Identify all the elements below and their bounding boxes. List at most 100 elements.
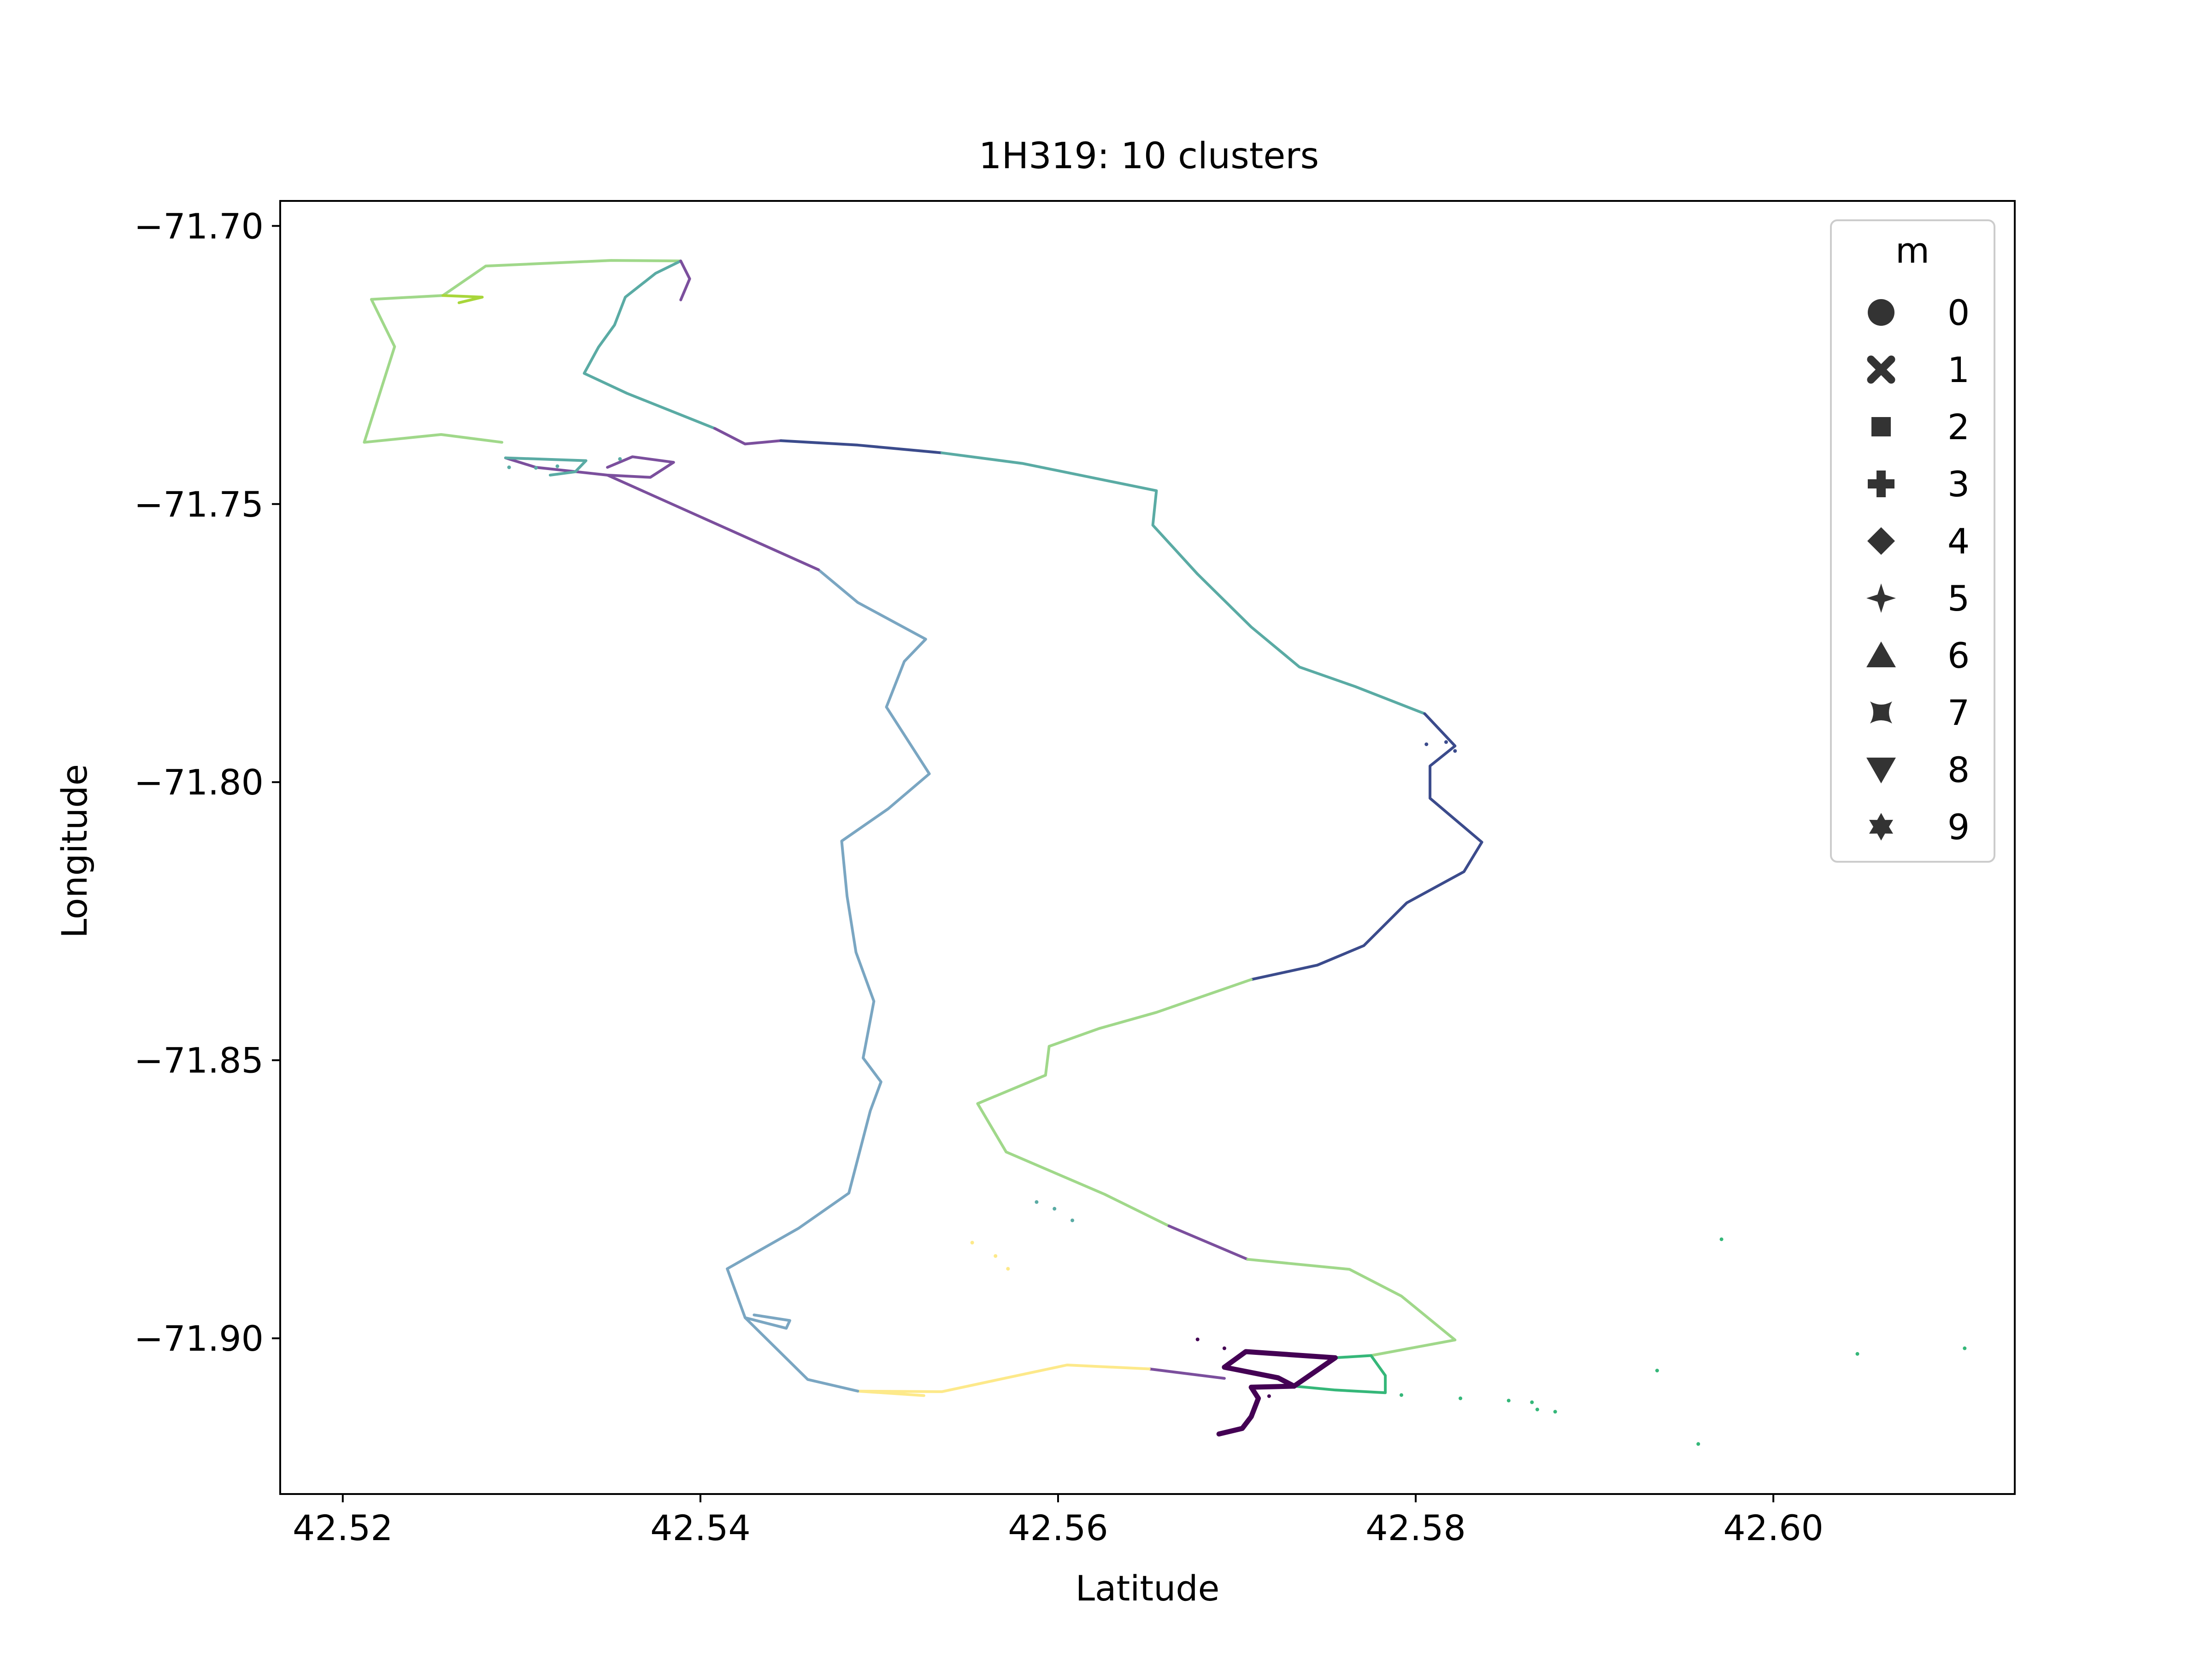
- legend-entry: 7: [1870, 692, 1970, 733]
- legend-title: m: [1895, 230, 1930, 271]
- data-point: [1535, 1407, 1539, 1412]
- data-point: [1719, 1237, 1724, 1241]
- data-point: [1696, 1442, 1700, 1446]
- data-point: [507, 465, 511, 470]
- data-point: [534, 466, 538, 470]
- x-cross-marker-icon: [1867, 355, 1895, 384]
- legend-entry: 1: [1867, 349, 1970, 390]
- six-point-star-marker-icon: [1869, 813, 1893, 841]
- legend-entry: 8: [1866, 749, 1970, 790]
- data-point: [1195, 1337, 1200, 1341]
- series-path: [1222, 1365, 1297, 1389]
- y-axis-ticks: −71.70 −71.75 −71.80 −71.85 −71.90: [134, 206, 280, 1359]
- legend-entry: 4: [1867, 521, 1970, 562]
- legend-entry-label: 9: [1947, 806, 1970, 847]
- plus-marker-icon: [1868, 471, 1894, 497]
- x-tick-label: 42.56: [1008, 1507, 1108, 1548]
- data-point: [1071, 1218, 1074, 1223]
- data-point: [1459, 1396, 1463, 1400]
- series-path: [1246, 1258, 1457, 1357]
- data-point: [1453, 749, 1457, 753]
- data-point: [1400, 1393, 1403, 1397]
- legend-entry: 0: [1868, 292, 1970, 333]
- series-path: [976, 978, 1253, 1228]
- data-point: [970, 1241, 974, 1245]
- data-point: [1855, 1352, 1859, 1356]
- legend-entry-label: 3: [1947, 464, 1970, 505]
- data-point: [1267, 1394, 1271, 1398]
- data-point: [1424, 742, 1429, 747]
- legend-entry: 2: [1871, 406, 1970, 447]
- data-point: [1444, 740, 1448, 744]
- y-tick-label: −71.75: [134, 484, 264, 525]
- series-path: [726, 568, 931, 1393]
- x-axis-label: Latitude: [1076, 1568, 1220, 1609]
- series-path: [1250, 712, 1483, 981]
- data-point: [1506, 1399, 1511, 1403]
- data-point: [1655, 1369, 1659, 1373]
- legend-entry-label: 2: [1947, 406, 1970, 447]
- legend-entry-label: 1: [1947, 349, 1970, 390]
- series-path: [679, 259, 691, 301]
- data-point: [994, 1254, 998, 1258]
- chart-title: 1H319: 10 clusters: [979, 135, 1319, 177]
- legend-entry: 9: [1869, 806, 1970, 847]
- data-point: [1035, 1200, 1039, 1204]
- y-tick-label: −71.70: [134, 206, 264, 247]
- triangle-down-marker-icon: [1866, 758, 1896, 783]
- legend-box: [1830, 219, 1995, 863]
- series-path: [1147, 1367, 1226, 1380]
- legend-entry-label: 6: [1947, 635, 1970, 676]
- diamond-marker-icon: [1867, 527, 1895, 555]
- y-tick-label: −71.80: [134, 762, 264, 803]
- triangle-up-marker-icon: [1866, 641, 1896, 667]
- series-path: [582, 259, 716, 430]
- y-tick-label: −71.90: [134, 1318, 264, 1359]
- x-tick-label: 42.54: [650, 1507, 751, 1548]
- series-path: [743, 1313, 791, 1330]
- legend-entry: 6: [1866, 635, 1970, 676]
- data-point: [1053, 1206, 1057, 1211]
- plot-frame: [279, 200, 2016, 1495]
- data-point: [1222, 1346, 1226, 1350]
- legend: m 0 1 2 3 4 5 6 7 8 9: [1830, 219, 1995, 863]
- legend-entry-label: 0: [1947, 292, 1970, 333]
- x-tick-label: 42.58: [1365, 1507, 1466, 1548]
- legend-entries: 0 1 2 3 4 5 6 7 8 9: [1866, 292, 1970, 847]
- data-point: [1530, 1400, 1534, 1404]
- data-point: [1006, 1267, 1010, 1271]
- series-path: [606, 455, 675, 479]
- points-layer: [507, 457, 1967, 1446]
- series-path: [940, 451, 1426, 715]
- series-path: [1216, 1349, 1338, 1437]
- x-axis-ticks: 42.52 42.54 42.56 42.58 42.60: [293, 1494, 1824, 1548]
- circle-marker-icon: [1868, 299, 1894, 326]
- y-axis-label: Longitude: [54, 764, 95, 938]
- series-path: [779, 439, 943, 454]
- series-path: [441, 294, 484, 304]
- data-point: [555, 464, 559, 468]
- x-tick-label: 42.52: [293, 1507, 393, 1548]
- series-path: [1167, 1224, 1249, 1261]
- legend-entry-label: 5: [1947, 578, 1970, 619]
- series-path: [363, 259, 682, 444]
- series-path: [1293, 1354, 1387, 1394]
- legend-entry: 5: [1866, 578, 1970, 619]
- data-point: [1963, 1346, 1967, 1350]
- data-point: [618, 457, 622, 461]
- y-tick-label: −71.85: [134, 1040, 264, 1081]
- series-path: [856, 1364, 1151, 1397]
- legend-entry-label: 8: [1947, 749, 1970, 790]
- series-path: [713, 427, 782, 446]
- series-path: [504, 456, 588, 477]
- series-layer: [363, 259, 1483, 1437]
- legend-entry-label: 4: [1947, 521, 1970, 562]
- legend-entry-label: 7: [1947, 692, 1970, 733]
- legend-entry: 3: [1868, 464, 1970, 505]
- x-tick-label: 42.60: [1723, 1507, 1824, 1548]
- concave-square-marker-icon: [1870, 701, 1892, 724]
- data-point: [1553, 1410, 1557, 1414]
- four-point-star-marker-icon: [1866, 583, 1896, 613]
- square-marker-icon: [1871, 417, 1891, 436]
